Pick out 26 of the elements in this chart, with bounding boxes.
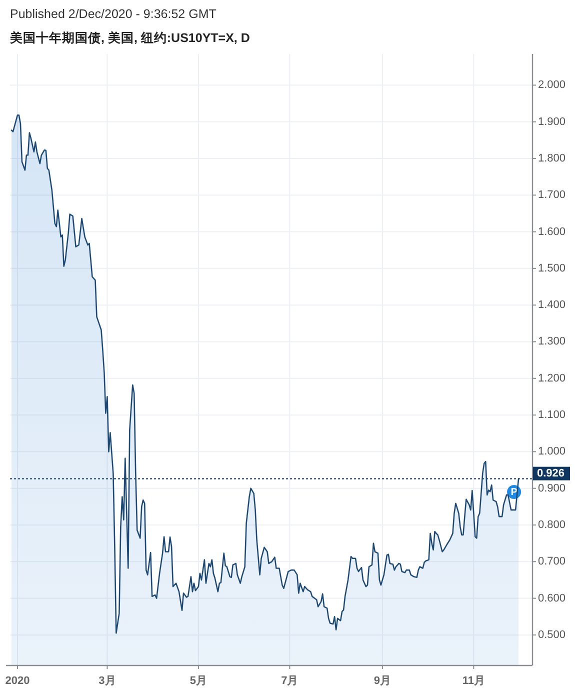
y-tick-label: 1.300 bbox=[538, 336, 566, 348]
x-tick-label: 5月 bbox=[190, 675, 208, 687]
y-tick-label: 1.500 bbox=[538, 262, 566, 274]
y-tick-label: 1.700 bbox=[538, 189, 566, 202]
y-tick-label: 1.600 bbox=[538, 226, 566, 238]
y-tick-label: 0.600 bbox=[538, 592, 566, 604]
x-tick-label: 9月 bbox=[374, 675, 391, 687]
y-tick-label: 1.000 bbox=[538, 446, 566, 458]
x-tick-label: 7月 bbox=[281, 675, 298, 687]
y-tick-label: 0.900 bbox=[538, 482, 566, 494]
y-tick-label: 1.400 bbox=[538, 299, 566, 312]
y-tick-label: 1.800 bbox=[538, 152, 566, 164]
y-tick-label: 0.700 bbox=[538, 556, 566, 568]
y-tick-label: 1.100 bbox=[538, 409, 566, 422]
x-tick-label: 2020 bbox=[5, 675, 30, 687]
y-tick-label: 1.900 bbox=[538, 116, 566, 128]
chart-title: 美国十年期国债, 美国, 纽约:US10YT=X, D bbox=[9, 30, 250, 45]
x-tick-label: 11月 bbox=[462, 675, 485, 687]
ref-line-label: 0.926 bbox=[537, 468, 565, 480]
y-tick-label: 0.800 bbox=[538, 518, 566, 531]
x-tick-label: 3月 bbox=[98, 675, 116, 687]
y-tick-label: 2.000 bbox=[538, 79, 566, 92]
chart-subtitle: Published 2/Dec/2020 - 9:36:52 GMT bbox=[10, 7, 217, 21]
y-tick-label: 1.200 bbox=[538, 372, 566, 384]
y-tick-label: 0.500 bbox=[538, 628, 566, 641]
annotation: P bbox=[510, 487, 518, 498]
